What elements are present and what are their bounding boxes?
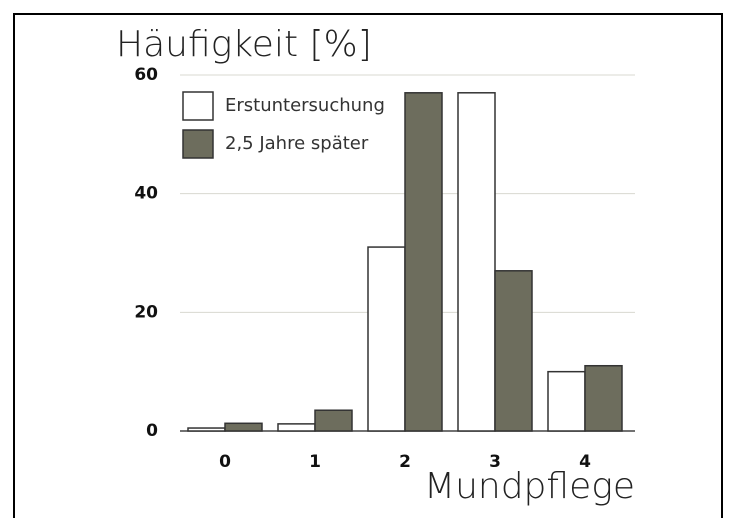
bar: [224, 422, 263, 432]
bar: [277, 423, 316, 432]
legend-label: 2,5 Jahre später: [225, 133, 369, 154]
bar: [314, 409, 353, 432]
x-tick-label: 2: [399, 452, 411, 472]
legend-label: Erstuntersuchung: [225, 95, 385, 116]
x-axis-label: Mundpflege: [424, 466, 635, 507]
bar: [547, 370, 586, 432]
bar: [457, 92, 496, 432]
bar: [367, 246, 406, 432]
y-tick-label: 60: [134, 65, 158, 85]
bar: [404, 92, 443, 432]
x-tick-label: 1: [309, 452, 321, 472]
y-tick-label: 20: [134, 302, 158, 322]
y-tick-label: 40: [134, 184, 158, 204]
x-tick-label: 4: [579, 452, 591, 472]
bar: [584, 364, 623, 432]
y-tick-label: 0: [146, 421, 158, 441]
x-tick-label: 0: [219, 452, 231, 472]
bar: [494, 270, 533, 432]
legend-swatch: [182, 129, 214, 159]
frame: [13, 13, 723, 518]
chart-title: Häufigkeit [%]: [116, 24, 372, 65]
legend-swatch: [182, 91, 214, 121]
bar: [187, 427, 226, 432]
x-tick-label: 3: [489, 452, 501, 472]
